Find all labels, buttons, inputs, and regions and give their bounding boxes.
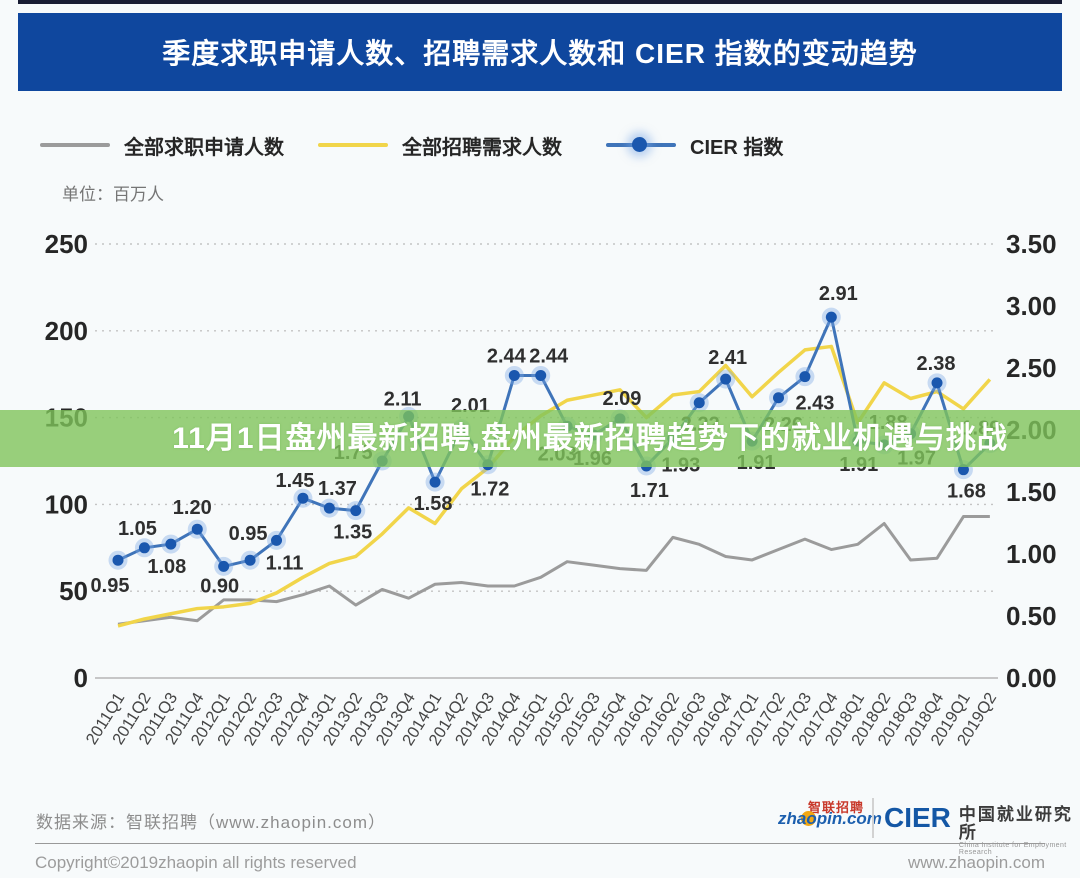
legend-item-applicants: 全部求职申请人数 <box>40 130 284 160</box>
applicants-line <box>117 515 990 626</box>
svg-text:250: 250 <box>45 229 88 259</box>
svg-text:3.50: 3.50 <box>1006 229 1057 259</box>
top-strip <box>18 0 1062 4</box>
data-source-text: 数据来源：智联招聘（www.zhaopin.com） <box>36 813 387 832</box>
svg-text:200: 200 <box>45 316 88 346</box>
svg-text:1.58: 1.58 <box>414 493 453 515</box>
svg-text:1.08: 1.08 <box>147 556 186 578</box>
x-axis-labels: 2011Q12011Q22011Q32011Q42012Q12012Q22012… <box>83 690 1001 749</box>
svg-text:2.91: 2.91 <box>819 283 858 305</box>
svg-text:3.00: 3.00 <box>1006 291 1057 321</box>
demand-line <box>117 344 992 628</box>
gridlines <box>95 243 998 679</box>
svg-text:0.00: 0.00 <box>1006 663 1057 693</box>
svg-text:1.05: 1.05 <box>118 518 157 540</box>
zhaopin-logo-icon: zhaopin.com <box>778 809 882 828</box>
website-text: www.zhaopin.com <box>907 853 1045 872</box>
legend-label-demand: 全部招聘需求人数 <box>402 136 562 159</box>
applicants-line-swatch <box>40 143 110 147</box>
cier-line <box>117 315 991 568</box>
legend-label-applicants: 全部求职申请人数 <box>124 136 284 159</box>
svg-text:2.38: 2.38 <box>917 353 956 375</box>
svg-text:1.71: 1.71 <box>630 480 669 502</box>
svg-text:0.95: 0.95 <box>229 523 268 545</box>
cier-logo-en: China Institute for Employment Research <box>958 842 1067 856</box>
svg-text:1.11: 1.11 <box>266 552 304 574</box>
svg-text:2.41: 2.41 <box>708 347 747 369</box>
legend: 全部求职申请人数 全部招聘需求人数 CIER 指数 <box>0 130 1080 160</box>
svg-text:1.35: 1.35 <box>333 522 372 544</box>
zhaopin-logo: 智联招聘 zhaopin.com <box>778 797 882 837</box>
copyright-text: Copyright©2019zhaopin all rights reserve… <box>35 853 357 872</box>
zhaopin-logo-cn: 智联招聘 <box>808 800 865 815</box>
svg-text:1.20: 1.20 <box>173 497 212 519</box>
svg-text:1.72: 1.72 <box>470 479 509 501</box>
cier-line-swatch <box>606 137 676 152</box>
legend-label-cier: CIER 指数 <box>690 136 784 159</box>
title-banner: 季度求职申请人数、招聘需求人数和 CIER 指数的变动趋势 <box>18 13 1062 91</box>
svg-text:1.68: 1.68 <box>947 481 986 503</box>
unit-label: 单位：百万人 <box>62 185 164 204</box>
svg-text:0: 0 <box>74 663 88 693</box>
legend-item-cier: CIER 指数 <box>606 130 783 160</box>
svg-text:2.50: 2.50 <box>1006 353 1057 383</box>
news-overlay-text: 11月1日盘州最新招聘,盘州最新招聘趋势下的就业机遇与挑战 <box>172 422 1008 455</box>
svg-text:1.37: 1.37 <box>318 478 357 500</box>
svg-text:2.44: 2.44 <box>529 345 569 367</box>
svg-text:2.09: 2.09 <box>603 388 642 410</box>
svg-text:2.44: 2.44 <box>487 345 527 367</box>
cier-logo-abbr: CIER <box>884 802 951 833</box>
logo-divider <box>872 798 874 838</box>
svg-text:0.95: 0.95 <box>91 575 130 597</box>
svg-text:1.00: 1.00 <box>1006 539 1057 569</box>
svg-text:100: 100 <box>45 489 88 519</box>
news-overlay-banner: 11月1日盘州最新招聘,盘州最新招聘趋势下的就业机遇与挑战 <box>0 410 1080 467</box>
cier-logo-cn: 中国就业研究所 <box>958 805 1073 842</box>
demand-line-swatch <box>318 143 388 147</box>
cier-point-marker-icon <box>632 137 647 152</box>
footer-divider <box>35 843 1045 844</box>
cier-logo: CIER 中国就业研究所 China Institute for Employm… <box>884 802 1080 857</box>
svg-text:2.11: 2.11 <box>384 388 422 410</box>
svg-text:50: 50 <box>59 576 88 606</box>
legend-item-demand: 全部招聘需求人数 <box>318 130 562 160</box>
svg-text:0.50: 0.50 <box>1006 601 1057 631</box>
svg-text:1.45: 1.45 <box>275 470 314 492</box>
svg-text:1.50: 1.50 <box>1006 477 1057 507</box>
chart-title: 季度求职申请人数、招聘需求人数和 CIER 指数的变动趋势 <box>162 38 918 69</box>
svg-text:2.43: 2.43 <box>795 393 834 415</box>
svg-text:0.90: 0.90 <box>200 575 239 597</box>
